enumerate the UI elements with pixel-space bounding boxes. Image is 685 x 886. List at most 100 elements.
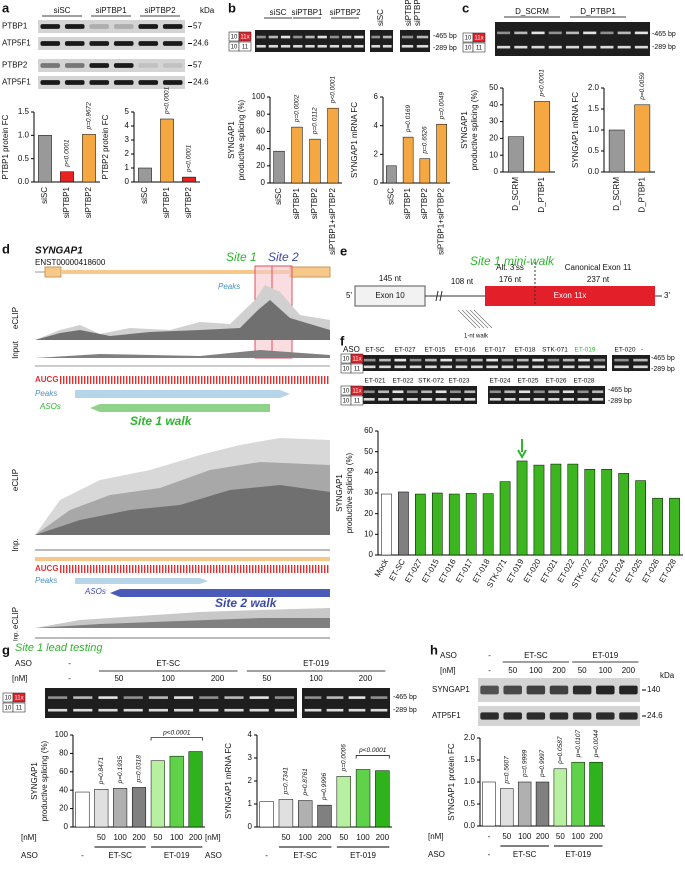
gel — [45, 688, 297, 718]
bar — [60, 171, 74, 183]
lane-label: siPTBP2 — [329, 8, 361, 17]
exon-box — [472, 42, 486, 53]
blot-band — [162, 41, 183, 46]
x-tick-label: siPTBP1 — [403, 187, 412, 219]
gel-band — [48, 708, 68, 712]
track-label: eCLIP — [11, 469, 20, 491]
x-tick-label: siPTBP2 — [310, 187, 319, 219]
gel — [400, 30, 430, 52]
exon-label: Exon 10 — [375, 291, 405, 300]
blot-band — [549, 685, 569, 695]
bar — [113, 788, 128, 828]
lane-label: D_SCRM — [515, 7, 549, 16]
size-label: 140 — [647, 685, 661, 694]
blot-band — [572, 712, 592, 720]
gel-band — [583, 45, 597, 49]
y-tick-label: 100 — [55, 730, 69, 739]
y-tick-label: 1.0 — [464, 777, 476, 786]
blot-band — [40, 80, 61, 85]
y-tick-label: 60 — [364, 426, 373, 435]
x-tick-label: 100 — [170, 833, 184, 842]
p-value: p=0.9996 — [321, 772, 328, 801]
bar — [273, 150, 285, 184]
exon-box — [12, 702, 26, 713]
lane-label: ET-028 — [574, 378, 595, 385]
group-label: - — [68, 659, 71, 668]
y-tick-label: 80 — [59, 749, 68, 758]
gel-band — [199, 696, 219, 699]
x-tick-label: siSC — [274, 188, 283, 205]
y-axis-title: SYNGAP1 — [227, 121, 236, 159]
gel-band — [370, 708, 388, 712]
gel-band — [577, 390, 589, 394]
blot-band — [162, 24, 183, 29]
blot-band — [138, 80, 159, 85]
row-label: ASO — [428, 850, 445, 859]
row-label: [nM] — [21, 833, 37, 842]
x-tick-label: 200 — [536, 832, 550, 841]
p-value: p=0.9672 — [86, 102, 93, 131]
x-tick-label: 200 — [132, 833, 146, 842]
group-label: ET-SC — [513, 850, 537, 859]
panel-letter: c — [462, 0, 469, 15]
gel-band — [548, 390, 560, 394]
row-label: [nM] — [440, 666, 456, 675]
gel-band — [614, 358, 629, 362]
x-tick-label: siPTBP2 — [84, 186, 93, 218]
gel-band — [531, 45, 545, 49]
y-axis-title: SYNGAP1 — [335, 474, 344, 512]
gel-band — [634, 31, 648, 35]
walk-hatch — [457, 309, 493, 329]
bar — [589, 761, 603, 827]
blot-band — [40, 63, 61, 68]
x-tick-label: siSC — [386, 188, 395, 205]
seq-label: AUCG — [35, 564, 59, 573]
exon-label: Exon 11x — [554, 291, 587, 300]
y-axis-title: SYNGAP1 — [30, 762, 39, 800]
gel-band — [578, 365, 590, 369]
p-value: p=0.0049 — [438, 92, 445, 121]
gel-band — [304, 696, 322, 699]
gel-band — [73, 696, 93, 699]
lane-label: STK-072 — [418, 378, 444, 385]
y-tick-label: 0.5 — [18, 154, 30, 163]
y-axis-title: productive splicing (%) — [40, 740, 49, 821]
region-label: Alt. 3'ss — [496, 263, 524, 272]
blot-band — [162, 63, 183, 68]
gel-band — [305, 44, 315, 48]
y-tick-label: 20 — [256, 161, 265, 170]
gel-band — [98, 708, 118, 712]
group-label: - — [81, 851, 84, 860]
group-label: ET-SC — [293, 851, 317, 860]
gel-band — [593, 358, 606, 362]
gel-band — [600, 31, 614, 35]
gel-band — [532, 358, 544, 362]
gel-band — [562, 390, 574, 394]
blot-band — [138, 63, 159, 68]
x-tick-label: 100 — [356, 833, 370, 842]
blot-band — [89, 80, 110, 85]
p-value: p=0.5607 — [504, 756, 511, 785]
transcript: ENST00000418600 — [35, 258, 106, 267]
gel-band — [514, 45, 528, 49]
gel-band — [268, 44, 278, 48]
panel-letter: h — [430, 642, 438, 657]
exon-label: 11 — [354, 366, 361, 372]
region-label: Canonical Exon 11 — [565, 263, 632, 272]
gel-band — [425, 358, 437, 362]
x-tick-label: siPTBP2 — [420, 187, 429, 219]
protein-label: PTBP1 — [2, 22, 28, 31]
gel-band — [280, 35, 291, 39]
peak-arrow — [75, 390, 290, 398]
bar — [533, 464, 545, 556]
gel-band — [371, 35, 381, 39]
gel-band — [98, 696, 118, 699]
blot-band — [526, 712, 546, 720]
gel-band — [501, 365, 514, 369]
gel — [362, 355, 607, 371]
exon-label: 11x — [240, 34, 249, 40]
sequence — [60, 376, 330, 384]
lane-label: ET-024 — [490, 378, 511, 385]
gel-band — [382, 44, 392, 48]
dose-label: 50 — [578, 666, 587, 675]
